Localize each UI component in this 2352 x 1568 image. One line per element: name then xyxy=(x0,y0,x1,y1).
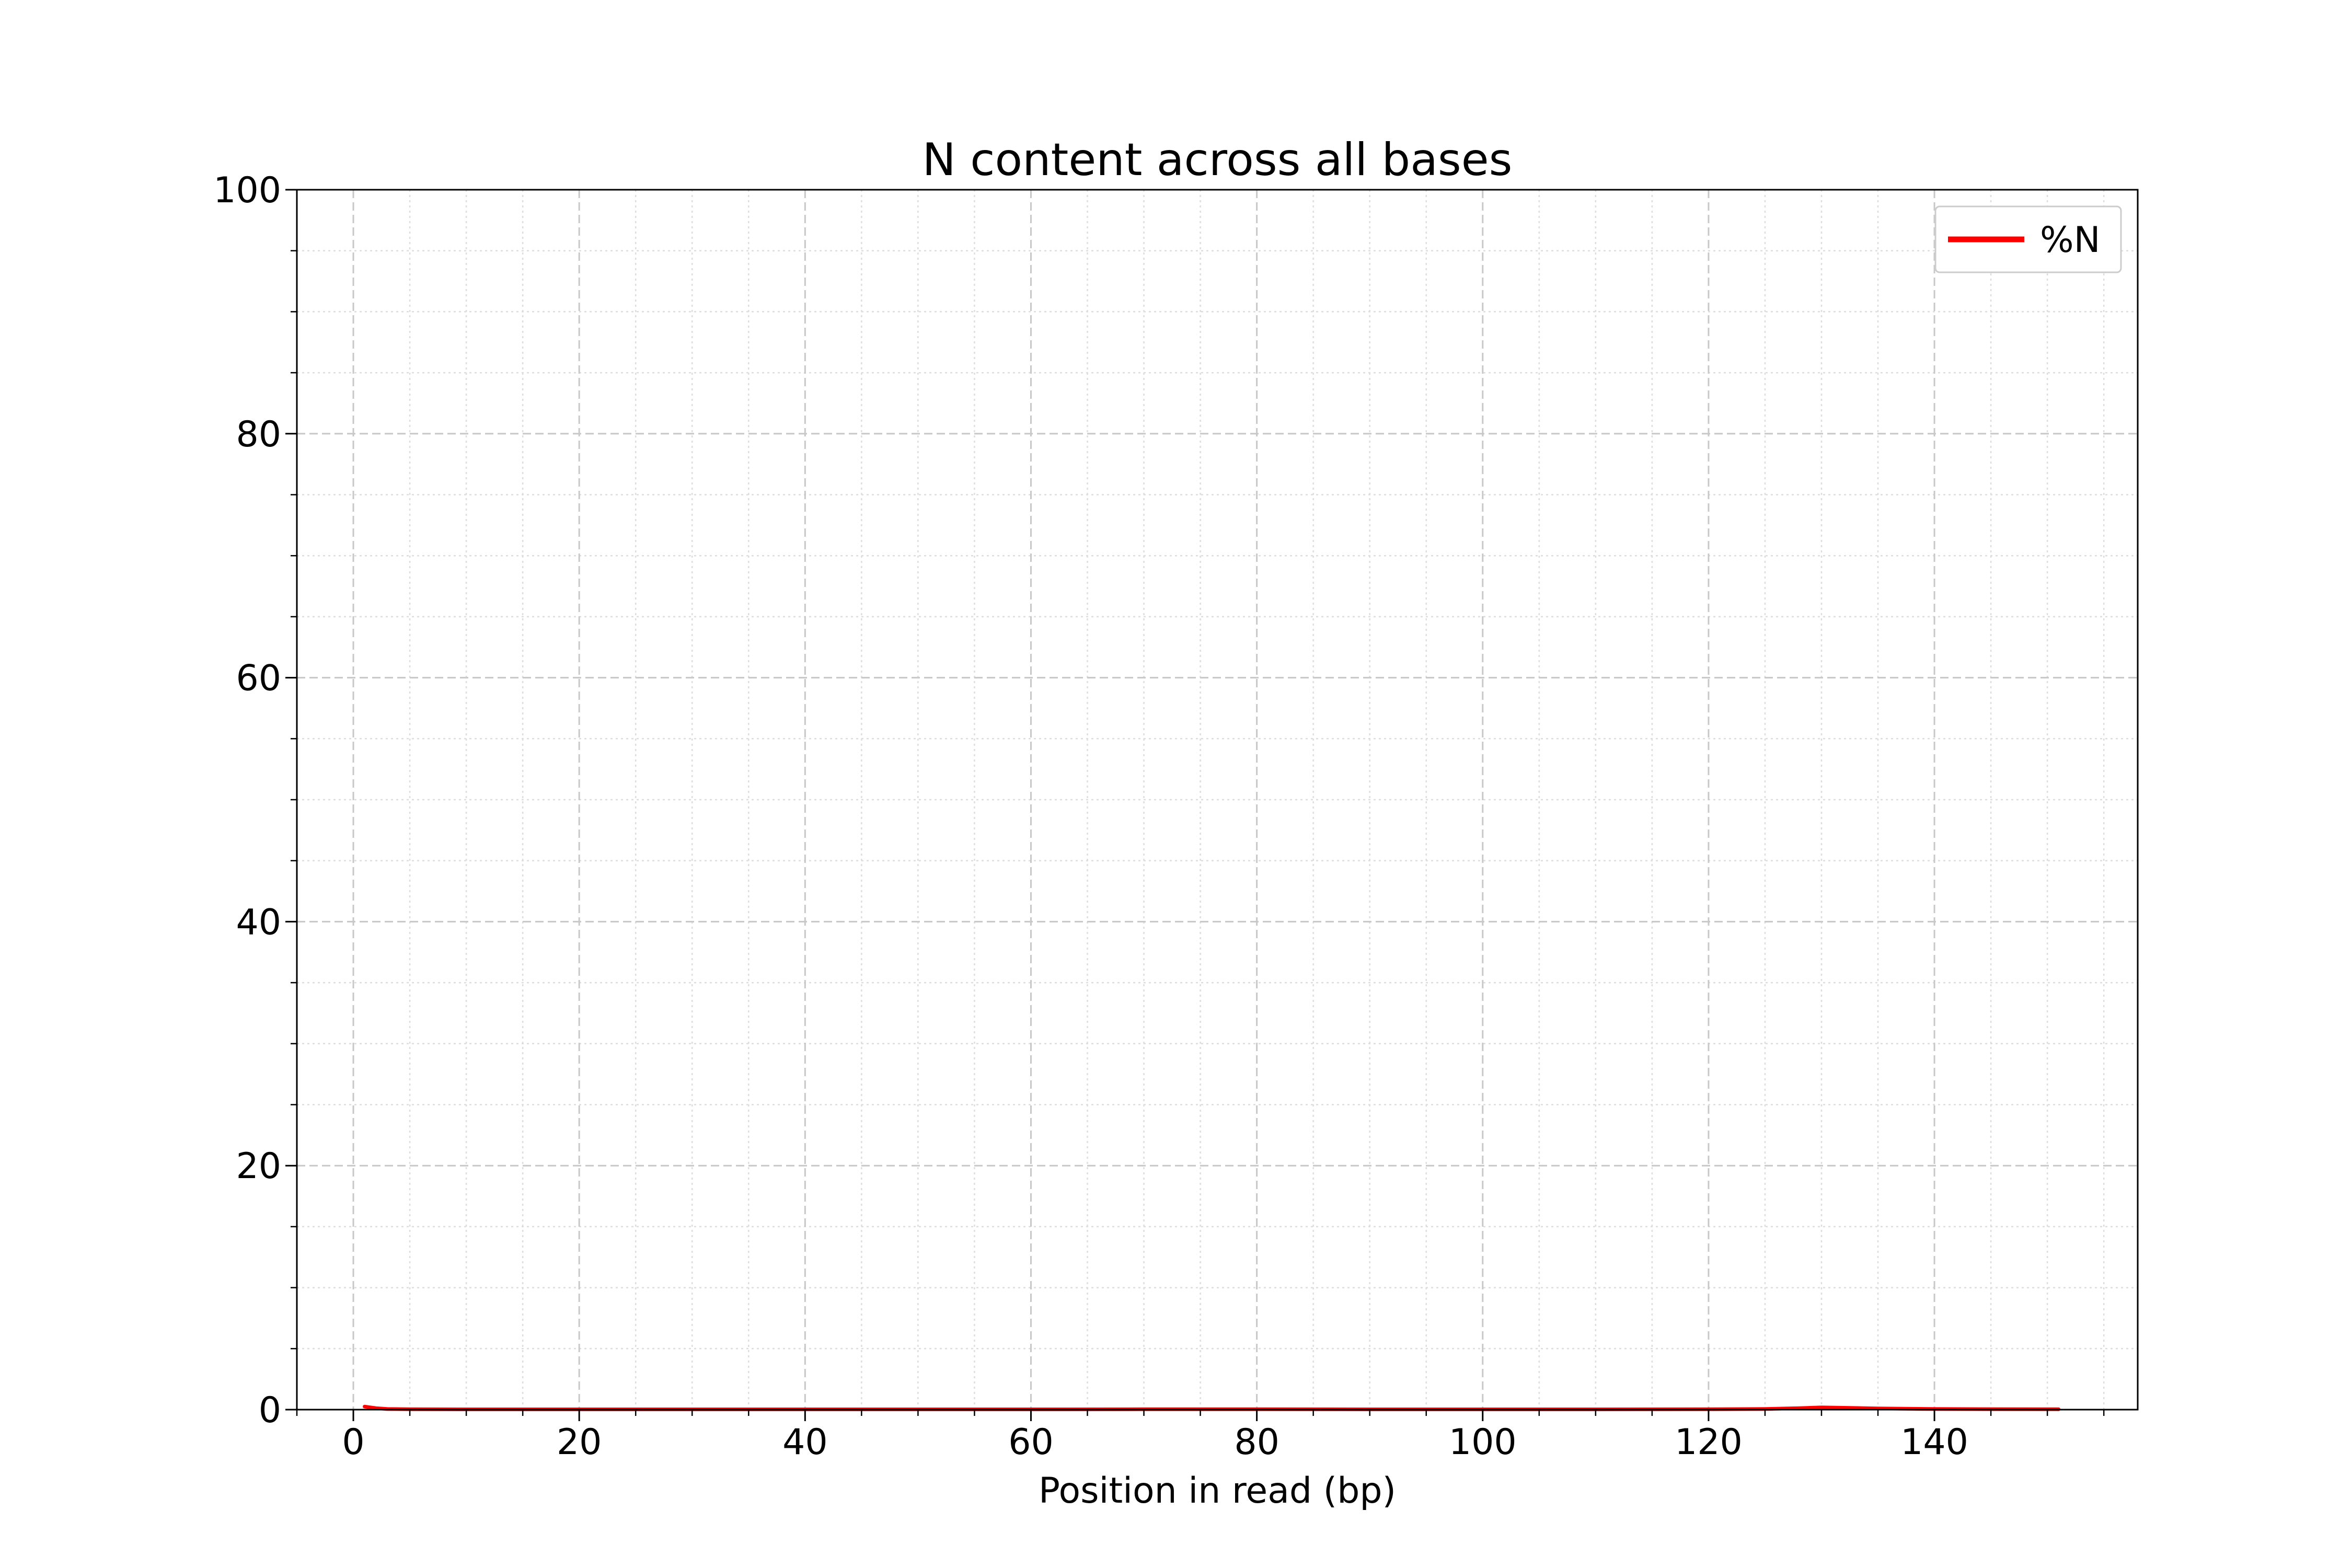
y-tick-label: 80 xyxy=(236,414,281,455)
y-tick-label: 0 xyxy=(259,1390,281,1431)
y-tick-label: 60 xyxy=(236,658,281,699)
y-tick-label: 40 xyxy=(236,902,281,943)
x-tick-label: 0 xyxy=(342,1422,364,1463)
major-grid xyxy=(297,190,2138,1410)
x-tick-label: 20 xyxy=(557,1422,602,1463)
x-tick-label: 60 xyxy=(1008,1422,1054,1463)
y-tick-label: 20 xyxy=(236,1146,281,1187)
ticks-layer: 0 20 40 60 80 100 120 140 0 20 40 60 80 100 xyxy=(213,170,2105,1463)
chart-title: N content across all bases xyxy=(923,134,1513,186)
legend: %N xyxy=(1934,205,2122,273)
x-tick-label: 80 xyxy=(1234,1422,1279,1463)
x-axis-label: Position in read (bp) xyxy=(1039,1470,1396,1512)
x-tick-label: 140 xyxy=(1900,1422,1968,1463)
minor-grid xyxy=(296,190,2138,1410)
x-tick-label: 120 xyxy=(1675,1422,1743,1463)
legend-box xyxy=(1934,205,2122,273)
legend-label: %N xyxy=(2040,220,2100,261)
y-tick-label: 100 xyxy=(213,170,281,211)
x-tick-label: 40 xyxy=(782,1422,828,1463)
x-tick-label: 100 xyxy=(1449,1422,1517,1463)
